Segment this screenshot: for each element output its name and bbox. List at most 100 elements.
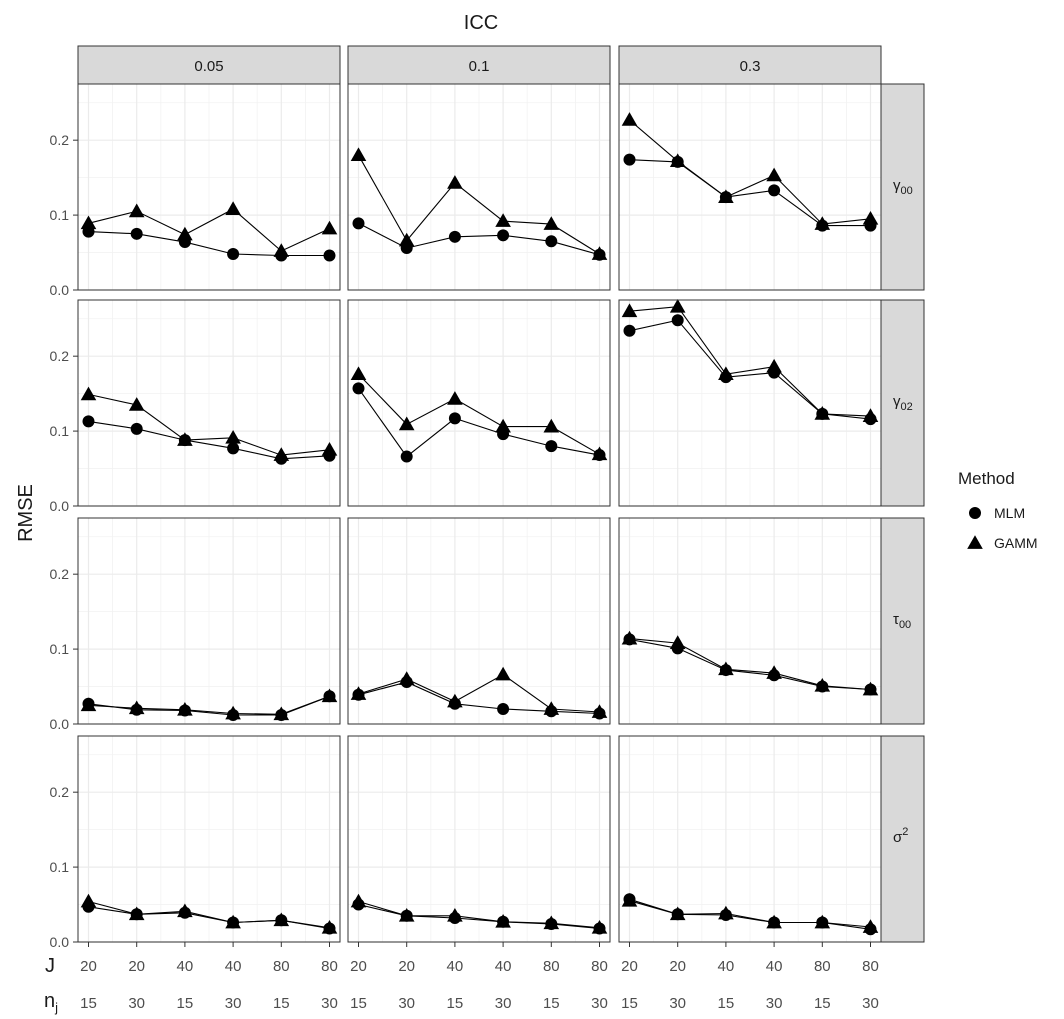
point-gamm (621, 893, 638, 907)
point-gamm (350, 366, 367, 381)
point-gamm (447, 693, 463, 708)
point-mlm (545, 440, 558, 453)
panel (77, 517, 341, 725)
point-gamm (225, 201, 241, 215)
point-gamm (321, 442, 338, 456)
x-tick-label-nj: 30 (495, 995, 512, 1012)
legend-label: GAMM (994, 535, 1038, 551)
panel (347, 735, 611, 943)
series-line-mlm (358, 388, 600, 458)
point-gamm (718, 905, 734, 920)
x-tick-label-nj: 30 (669, 995, 686, 1012)
row-strip-label: γ00 (893, 177, 913, 197)
x-tick-label-j: 40 (177, 958, 194, 975)
point-gamm (177, 226, 193, 241)
x-tick-label-nj: 15 (447, 995, 464, 1012)
legend-key-gamm (967, 535, 983, 549)
y-tick-label: 0.0 (50, 716, 70, 732)
column-strip (77, 45, 341, 85)
nj-row-label-sub: j (54, 1000, 58, 1015)
point-gamm (495, 418, 511, 433)
point-gamm (543, 915, 560, 930)
legend: Method MLM GAMM (958, 469, 1038, 551)
panel (618, 517, 882, 725)
point-gamm (621, 112, 638, 126)
series-line-gamm (88, 208, 330, 252)
point-gamm (669, 153, 686, 168)
point-gamm (591, 704, 608, 718)
series-line-mlm (358, 681, 600, 715)
point-gamm (621, 303, 638, 318)
point-gamm (669, 906, 686, 921)
point-gamm (543, 216, 560, 230)
point-mlm (400, 450, 413, 463)
panel (347, 83, 611, 291)
panel-border (77, 517, 341, 725)
point-gamm (177, 432, 193, 446)
panel-border (77, 83, 341, 291)
series-line-mlm (629, 159, 871, 227)
row-strip-label-main: σ (893, 829, 903, 846)
point-mlm (352, 217, 365, 230)
panel-border (347, 517, 611, 725)
point-gamm (80, 386, 97, 401)
point-gamm (814, 406, 831, 420)
x-tick-label-j: 40 (447, 958, 464, 975)
point-mlm (497, 229, 510, 242)
y-tick-label: 0.2 (50, 566, 70, 582)
x-tick-label-j: 20 (350, 958, 367, 975)
point-gamm (621, 630, 638, 645)
y-tick-label: 0.0 (50, 498, 70, 514)
row-strip (880, 299, 925, 507)
panel-border (77, 735, 341, 943)
point-gamm (398, 232, 415, 247)
point-gamm (225, 705, 241, 720)
legend-key-mlm (969, 507, 981, 519)
point-gamm (128, 397, 145, 411)
x-tick-label-j: 80 (814, 958, 831, 975)
legend-label: MLM (994, 505, 1025, 521)
point-gamm (177, 903, 193, 918)
series-line-mlm (88, 420, 330, 460)
panels-layer: 0.05 0.1 0.3γ000.00.10.2γ020.00.10.2τ000.0… (50, 45, 925, 950)
panel (618, 735, 882, 943)
y-tick-label: 0.1 (50, 207, 70, 223)
point-mlm (352, 382, 365, 395)
point-mlm (448, 412, 461, 425)
nj-row-label: nj (44, 990, 58, 1015)
point-gamm (766, 358, 782, 373)
x-tick-label-nj: 30 (398, 995, 415, 1012)
panel (77, 735, 341, 943)
point-mlm (130, 227, 143, 240)
panel-border (347, 299, 611, 507)
point-mlm (323, 249, 336, 262)
series-line-gamm (88, 393, 330, 456)
column-strip (347, 45, 611, 85)
row-strip-label-sup: 2 (902, 826, 908, 838)
point-gamm (543, 418, 560, 433)
point-gamm (225, 914, 241, 929)
x-tick-label-nj: 15 (177, 995, 194, 1012)
point-gamm (862, 408, 879, 422)
row-strip-label-sub: 00 (901, 185, 913, 197)
point-gamm (128, 700, 145, 715)
point-gamm (814, 914, 831, 929)
point-gamm (766, 914, 782, 929)
row-strip-label-main: τ (893, 611, 899, 628)
point-gamm (591, 246, 608, 260)
series-line-gamm (358, 373, 600, 455)
point-gamm (321, 919, 338, 934)
x-tick-label-nj: 15 (718, 995, 735, 1012)
series-line-gamm (629, 119, 871, 225)
y-tick-label: 0.2 (50, 348, 70, 364)
point-mlm (545, 235, 558, 248)
point-gamm (80, 215, 97, 230)
point-gamm (398, 416, 415, 431)
point-mlm (768, 184, 781, 197)
point-gamm (718, 189, 734, 203)
x-tick-label-j: 80 (321, 958, 338, 975)
panel-border (347, 83, 611, 291)
point-gamm (766, 665, 782, 679)
point-gamm (273, 912, 290, 927)
